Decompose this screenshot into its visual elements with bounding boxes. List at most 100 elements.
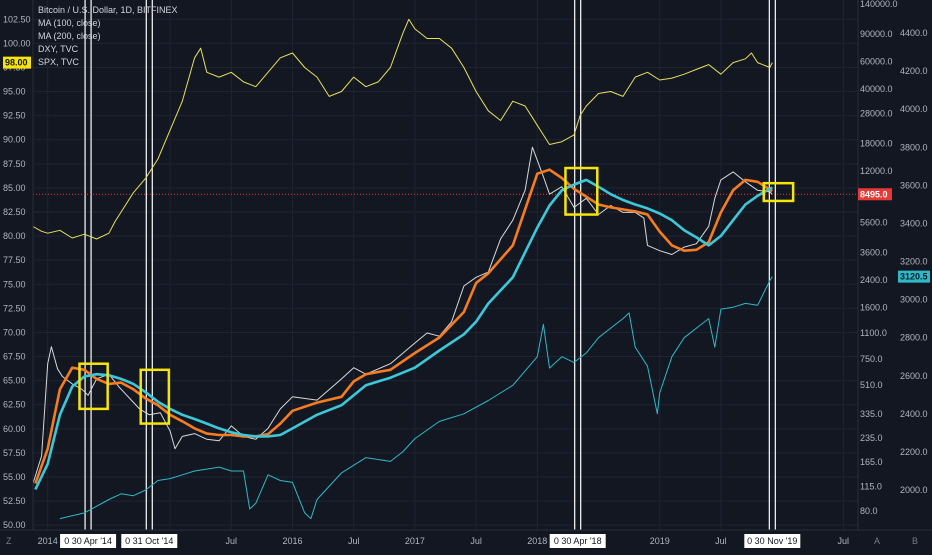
corner-label-a: A xyxy=(874,536,880,546)
x-tick-label: Jul xyxy=(715,536,727,546)
spx-tick-label: 4200.0 xyxy=(900,66,928,76)
btc-tick-label: 750.0 xyxy=(860,354,883,364)
spx-last-value-bg xyxy=(898,270,930,283)
series-line-spx xyxy=(59,276,773,520)
marker-label: 0 31 Oct '14 xyxy=(125,536,173,546)
spx-tick-label: 3600.0 xyxy=(900,180,928,190)
spx-tick-label: 2400.0 xyxy=(900,409,928,419)
series-line-btc xyxy=(32,146,773,484)
dxy-last-value-bg xyxy=(3,56,31,69)
btc-tick-label: 80.0 xyxy=(860,506,878,516)
btc-tick-label: 40000.0 xyxy=(860,84,893,94)
btc-tick-label: 510.0 xyxy=(860,380,883,390)
marker-label-bg xyxy=(121,534,178,548)
dxy-tick-label: 80.00 xyxy=(3,231,26,241)
btc-tick-label: 60000.0 xyxy=(860,57,893,67)
btc-tick-label: 90000.0 xyxy=(860,29,893,39)
marker-label: 0 30 Apr '14 xyxy=(64,536,112,546)
legend-item-ma100[interactable]: MA (100, close) xyxy=(38,18,101,28)
dxy-tick-label: 62.50 xyxy=(3,400,26,410)
x-tick-label: Jul xyxy=(838,536,850,546)
dxy-tick-label: 102.50 xyxy=(3,14,31,24)
btc-tick-label: 1100.0 xyxy=(860,328,887,338)
legend-item-dxy[interactable]: DXY, TVC xyxy=(38,44,79,54)
spx-tick-label: 3000.0 xyxy=(900,295,928,305)
highlight-box xyxy=(564,166,599,216)
spx-tick-label: 2800.0 xyxy=(900,333,928,343)
legend-item-btc[interactable]: Bitcoin / U.S. Dollar, 1D, BITFINEX xyxy=(38,5,178,15)
x-tick-label: 2018 xyxy=(527,536,547,546)
corner-label-b: B xyxy=(912,536,918,546)
highlight-box xyxy=(139,368,171,425)
btc-tick-label: 1600.0 xyxy=(860,303,888,313)
dxy-tick-label: 57.50 xyxy=(3,448,26,458)
highlight-box xyxy=(78,362,109,411)
dxy-tick-label: 67.50 xyxy=(3,352,26,362)
btc-tick-label: 115.0 xyxy=(860,481,882,491)
spx-tick-label: 4400.0 xyxy=(900,28,928,38)
series-layer xyxy=(32,18,773,520)
spx-tick-label: 3400.0 xyxy=(900,218,928,228)
btc-tick-label: 2400.0 xyxy=(860,275,888,285)
x-tick-label: Jul xyxy=(470,536,482,546)
btc-tick-label: 3600.0 xyxy=(860,248,888,258)
dxy-tick-label: 90.00 xyxy=(3,135,26,145)
btc-tick-label: 12000.0 xyxy=(860,166,893,176)
marker-label-bg xyxy=(549,534,606,548)
btc-tick-label: 5600.0 xyxy=(860,218,888,228)
dxy-tick-label: 92.50 xyxy=(3,111,26,121)
spx-tick-label: 2200.0 xyxy=(900,447,928,457)
dxy-tick-label: 95.00 xyxy=(3,87,26,97)
x-tick-label: Jul xyxy=(348,536,360,546)
dxy-tick-label: 72.50 xyxy=(3,303,26,313)
x-tick-label: 2016 xyxy=(282,536,302,546)
dxy-tick-label: 60.00 xyxy=(3,424,26,434)
btc-tick-label: 335.0 xyxy=(860,409,883,419)
btc-last-value-bg xyxy=(858,188,892,201)
dxy-tick-label: 50.00 xyxy=(3,520,26,530)
grid-lines xyxy=(33,0,858,530)
dxy-tick-label: 85.00 xyxy=(3,183,26,193)
dxy-tick-label: 82.50 xyxy=(3,207,26,217)
vertical-markers xyxy=(33,0,858,530)
btc-tick-label: 18000.0 xyxy=(860,138,893,148)
dxy-tick-label: 55.00 xyxy=(3,472,26,482)
btc-last-value: 8495.0 xyxy=(860,189,888,199)
btc-tick-label: 28000.0 xyxy=(860,108,893,118)
dxy-tick-label: 52.50 xyxy=(3,496,26,506)
marker-label: 0 30 Apr '18 xyxy=(554,536,602,546)
dxy-tick-label: 70.00 xyxy=(3,327,26,337)
highlight-boxes xyxy=(78,166,795,425)
spx-last-value: 3120.5 xyxy=(900,272,928,282)
dxy-tick-label: 100.00 xyxy=(3,38,31,48)
spx-tick-label: 3200.0 xyxy=(900,257,928,267)
spx-tick-label: 2600.0 xyxy=(900,371,928,381)
btc-tick-label: 235.0 xyxy=(860,433,883,443)
series-line-dxy xyxy=(32,18,773,240)
marker-label-bg xyxy=(744,534,801,548)
marker-label: 0 30 Nov '19 xyxy=(747,536,797,546)
btc-tick-label: 165.0 xyxy=(860,457,883,467)
btc-tick-label: 140000.0 xyxy=(860,0,898,9)
x-tick-label: 2017 xyxy=(405,536,425,546)
dxy-tick-label: 65.00 xyxy=(3,376,26,386)
spx-tick-label: 2000.0 xyxy=(900,485,928,495)
dxy-tick-label: 75.00 xyxy=(3,279,26,289)
spx-tick-label: 4000.0 xyxy=(900,104,928,114)
highlight-box xyxy=(762,181,795,203)
x-tick-label: Jul xyxy=(226,536,238,546)
legend: Bitcoin / U.S. Dollar, 1D, BITFINEX MA (… xyxy=(38,4,178,69)
corner-label-z: Z xyxy=(6,536,12,546)
legend-item-ma200[interactable]: MA (200, close) xyxy=(38,31,101,41)
legend-item-spx[interactable]: SPX, TVC xyxy=(38,57,79,67)
dxy-tick-label: 87.50 xyxy=(3,159,26,169)
dxy-last-value: 98.00 xyxy=(5,58,28,68)
marker-label-bg xyxy=(60,534,117,548)
dxy-tick-label: 77.50 xyxy=(3,255,26,265)
spx-tick-label: 3800.0 xyxy=(900,142,928,152)
x-tick-label: 2019 xyxy=(650,536,670,546)
x-tick-label: 2014 xyxy=(38,536,58,546)
